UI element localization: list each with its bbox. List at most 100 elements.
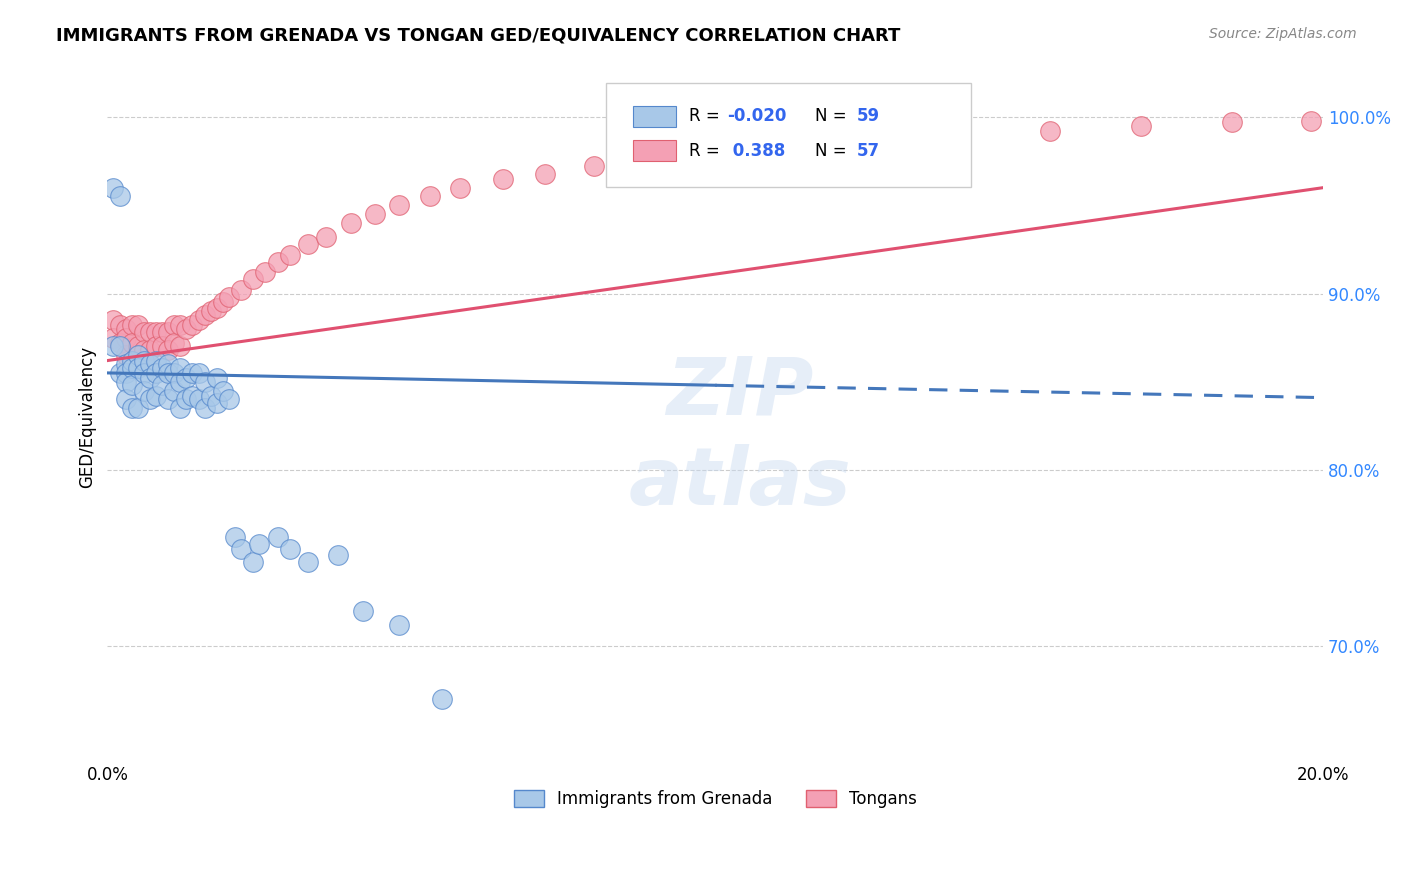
Point (157, 343, 180, 357)
Point (139, 343, 162, 357)
Point (163, 318, 186, 333)
Point (430, 692, 453, 706)
Point (127, 348, 149, 362)
Point (114, 392, 136, 407)
Text: 0.388: 0.388 (727, 142, 786, 160)
Point (132, 343, 155, 357)
Point (534, 167, 557, 181)
Point (491, 171, 513, 186)
Point (176, 322, 198, 336)
Point (212, 384, 235, 398)
Point (108, 339, 131, 353)
Point (229, 542, 252, 557)
Point (169, 339, 191, 353)
Point (212, 295, 235, 310)
Point (328, 548, 350, 562)
Point (163, 384, 186, 398)
Text: 57: 57 (856, 142, 879, 160)
Text: N =: N = (815, 142, 852, 160)
Point (108, 335, 131, 350)
Text: R =: R = (689, 107, 724, 126)
Point (132, 384, 155, 398)
Point (218, 392, 240, 407)
Point (121, 353, 143, 368)
Point (278, 248, 301, 262)
Point (205, 371, 228, 385)
Point (297, 555, 319, 569)
Point (139, 392, 162, 407)
Point (121, 378, 143, 392)
Point (224, 530, 246, 544)
Point (121, 318, 143, 333)
Bar (633, 140, 676, 161)
Point (145, 326, 167, 340)
Point (157, 392, 180, 407)
Point (127, 360, 149, 375)
Point (856, 131, 879, 145)
Point (229, 283, 252, 297)
Text: R =: R = (689, 142, 724, 160)
Point (247, 537, 270, 551)
Point (121, 360, 143, 375)
Point (145, 389, 167, 403)
Point (145, 366, 167, 380)
Point (157, 326, 180, 340)
Point (103, 180, 125, 194)
Point (218, 290, 240, 304)
Point (114, 357, 136, 371)
Point (157, 366, 180, 380)
Point (176, 371, 198, 385)
Y-axis label: GED/Equivalency: GED/Equivalency (79, 346, 96, 488)
Point (765, 136, 787, 151)
Point (205, 301, 228, 315)
Point (242, 555, 264, 569)
Point (150, 378, 173, 392)
Point (139, 326, 162, 340)
Point (132, 353, 155, 368)
Point (643, 149, 665, 163)
Point (127, 318, 149, 333)
Point (187, 392, 209, 407)
Point (114, 348, 136, 362)
Point (163, 366, 186, 380)
Point (297, 237, 319, 252)
Point (200, 389, 222, 403)
Point (139, 357, 162, 371)
Point (948, 128, 970, 142)
Legend: Immigrants from Grenada, Tongans: Immigrants from Grenada, Tongans (508, 783, 924, 814)
Point (150, 360, 173, 375)
Text: 59: 59 (856, 107, 879, 126)
Text: ZIP
atlas: ZIP atlas (628, 353, 851, 522)
Point (103, 339, 125, 353)
Point (254, 265, 277, 279)
Point (121, 401, 143, 416)
Text: N =: N = (815, 107, 852, 126)
Point (114, 331, 136, 345)
Point (187, 366, 209, 380)
Text: Source: ZipAtlas.com: Source: ZipAtlas.com (1209, 27, 1357, 41)
Point (205, 396, 228, 410)
Point (169, 401, 191, 416)
Point (169, 360, 191, 375)
Point (157, 357, 180, 371)
Point (266, 254, 288, 268)
Point (388, 198, 411, 212)
Point (194, 308, 217, 322)
Point (582, 160, 605, 174)
Point (132, 366, 155, 380)
Point (145, 339, 167, 353)
Point (163, 335, 186, 350)
Point (315, 230, 337, 244)
Point (364, 207, 387, 221)
Point (103, 331, 125, 345)
Point (388, 618, 411, 632)
Point (114, 322, 136, 336)
Point (150, 339, 173, 353)
Point (1129, 119, 1152, 133)
Point (127, 401, 149, 416)
Point (145, 353, 167, 368)
Point (103, 313, 125, 327)
Point (278, 542, 301, 557)
Point (108, 318, 131, 333)
Point (1299, 113, 1322, 128)
